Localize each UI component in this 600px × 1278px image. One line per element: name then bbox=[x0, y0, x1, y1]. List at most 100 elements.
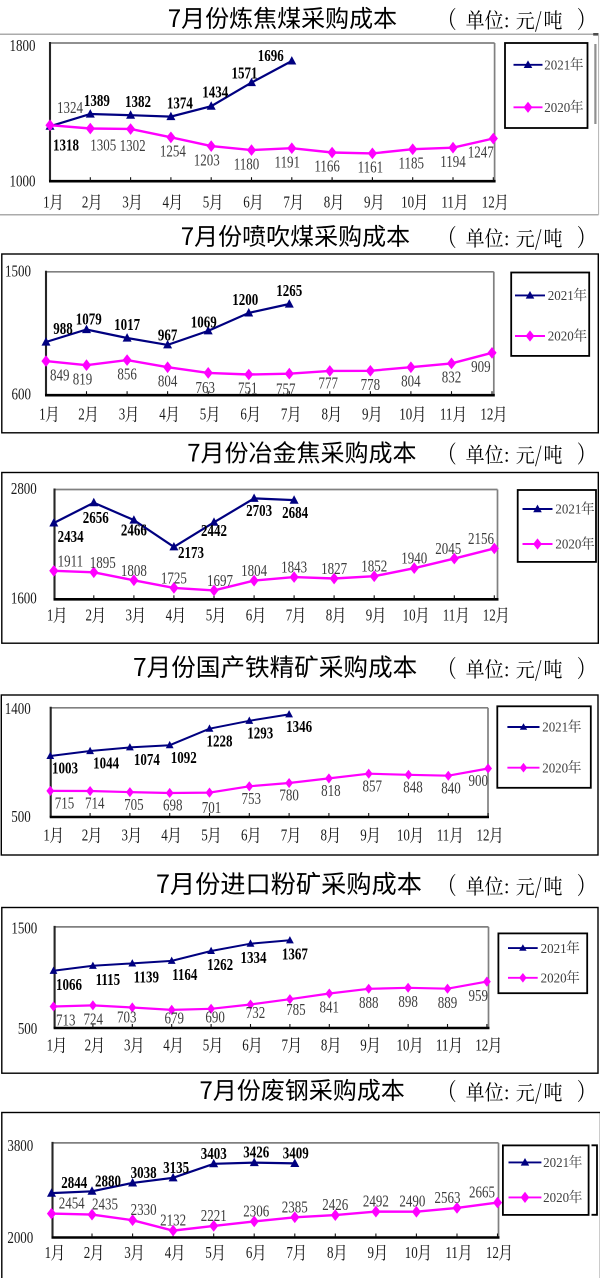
svg-text:2156: 2156 bbox=[468, 530, 494, 548]
svg-text:1166: 1166 bbox=[314, 158, 340, 176]
svg-text:1302: 1302 bbox=[120, 138, 146, 156]
svg-text:1400: 1400 bbox=[5, 700, 31, 718]
svg-text:8: 8 bbox=[321, 827, 327, 845]
svg-text:9: 9 bbox=[360, 1037, 366, 1055]
svg-text:11: 11 bbox=[445, 1245, 458, 1263]
svg-text:1434: 1434 bbox=[202, 84, 228, 102]
svg-text:832: 832 bbox=[442, 369, 461, 387]
svg-text:8: 8 bbox=[322, 406, 328, 424]
svg-text:3: 3 bbox=[122, 194, 128, 212]
svg-text:2563: 2563 bbox=[435, 1189, 461, 1207]
svg-text:3: 3 bbox=[126, 607, 132, 625]
svg-text:732: 732 bbox=[246, 1005, 265, 1023]
svg-text:2: 2 bbox=[78, 406, 84, 424]
svg-text:1262: 1262 bbox=[207, 957, 233, 975]
svg-text:9: 9 bbox=[364, 194, 370, 212]
svg-text:780: 780 bbox=[279, 787, 298, 805]
svg-text:819: 819 bbox=[73, 371, 92, 389]
svg-text:2: 2 bbox=[85, 1037, 91, 1055]
svg-text:1: 1 bbox=[47, 607, 53, 625]
svg-text:2: 2 bbox=[84, 1245, 90, 1263]
svg-text:9: 9 bbox=[362, 406, 368, 424]
svg-text:1843: 1843 bbox=[281, 559, 307, 577]
svg-text:3: 3 bbox=[124, 1245, 130, 1263]
svg-text:3: 3 bbox=[122, 827, 128, 845]
svg-text:898: 898 bbox=[398, 994, 417, 1012]
svg-text:3426: 3426 bbox=[243, 1144, 269, 1162]
svg-text:2021: 2021 bbox=[544, 57, 570, 72]
svg-text:7: 7 bbox=[282, 1037, 289, 1055]
svg-text:2454: 2454 bbox=[59, 1195, 85, 1213]
svg-text:2020: 2020 bbox=[555, 536, 581, 551]
svg-text:1044: 1044 bbox=[93, 755, 119, 773]
svg-text:5: 5 bbox=[201, 827, 207, 845]
svg-text:1185: 1185 bbox=[398, 155, 424, 173]
svg-text:7: 7 bbox=[286, 607, 293, 625]
svg-text:10: 10 bbox=[403, 607, 416, 625]
svg-text:1600: 1600 bbox=[11, 590, 37, 608]
svg-text:1191: 1191 bbox=[275, 154, 301, 172]
svg-text:5: 5 bbox=[206, 607, 212, 625]
svg-text:3403: 3403 bbox=[201, 1145, 227, 1163]
svg-text:818: 818 bbox=[321, 783, 340, 801]
svg-text:763: 763 bbox=[195, 380, 214, 398]
svg-text:2020: 2020 bbox=[548, 328, 574, 343]
svg-text:848: 848 bbox=[403, 779, 422, 797]
svg-text:1911: 1911 bbox=[58, 553, 84, 571]
svg-text:4: 4 bbox=[165, 1245, 172, 1263]
svg-text:1164: 1164 bbox=[172, 967, 198, 985]
svg-text:1: 1 bbox=[43, 194, 49, 212]
svg-text:1697: 1697 bbox=[207, 572, 233, 590]
svg-text:2020: 2020 bbox=[543, 1190, 569, 1205]
svg-text:11: 11 bbox=[443, 607, 456, 625]
svg-text:785: 785 bbox=[286, 1001, 305, 1019]
svg-text:10: 10 bbox=[397, 827, 410, 845]
svg-text:715: 715 bbox=[55, 795, 74, 813]
svg-text:1194: 1194 bbox=[440, 153, 466, 171]
svg-text:753: 753 bbox=[242, 791, 261, 809]
svg-text:7: 7 bbox=[283, 194, 290, 212]
svg-text:12: 12 bbox=[483, 607, 496, 625]
svg-text:8: 8 bbox=[321, 1037, 327, 1055]
svg-text:2021: 2021 bbox=[542, 719, 568, 734]
svg-text:2844: 2844 bbox=[61, 1175, 87, 1193]
svg-text:1139: 1139 bbox=[134, 969, 159, 987]
svg-text:857: 857 bbox=[362, 778, 382, 796]
svg-text:600: 600 bbox=[12, 386, 31, 404]
svg-text:1800: 1800 bbox=[10, 38, 36, 56]
svg-text:2880: 2880 bbox=[95, 1173, 121, 1191]
svg-text:900: 900 bbox=[469, 773, 488, 791]
svg-text:4: 4 bbox=[163, 1037, 170, 1055]
svg-text:2665: 2665 bbox=[469, 1184, 495, 1202]
svg-text:2703: 2703 bbox=[246, 503, 272, 521]
svg-text:3038: 3038 bbox=[131, 1164, 157, 1182]
svg-text:3800: 3800 bbox=[7, 1138, 33, 1156]
svg-text:3: 3 bbox=[124, 1037, 130, 1055]
svg-text:2: 2 bbox=[82, 194, 88, 212]
svg-text:703: 703 bbox=[117, 1009, 136, 1027]
svg-text:2490: 2490 bbox=[399, 1193, 425, 1211]
svg-text:2: 2 bbox=[86, 607, 92, 625]
svg-text:804: 804 bbox=[401, 373, 421, 391]
svg-text:2021: 2021 bbox=[543, 1155, 569, 1170]
svg-text:841: 841 bbox=[320, 999, 339, 1017]
svg-text:705: 705 bbox=[124, 796, 143, 814]
svg-text:1000: 1000 bbox=[10, 173, 36, 191]
svg-text:2426: 2426 bbox=[322, 1197, 348, 1215]
svg-text:2656: 2656 bbox=[83, 509, 109, 527]
svg-text:2435: 2435 bbox=[92, 1196, 118, 1214]
svg-text:1: 1 bbox=[43, 827, 49, 845]
svg-text:8: 8 bbox=[327, 1245, 333, 1263]
svg-text:4: 4 bbox=[163, 194, 170, 212]
svg-text:1228: 1228 bbox=[207, 733, 233, 751]
svg-text:2173: 2173 bbox=[178, 545, 204, 563]
svg-text:5: 5 bbox=[200, 406, 206, 424]
svg-text:2434: 2434 bbox=[58, 529, 84, 547]
svg-text:3: 3 bbox=[119, 406, 125, 424]
svg-text:11: 11 bbox=[440, 406, 453, 424]
svg-text:967: 967 bbox=[158, 327, 178, 345]
svg-text:12: 12 bbox=[486, 1245, 499, 1263]
svg-text:1940: 1940 bbox=[401, 550, 427, 568]
svg-text:2021: 2021 bbox=[548, 288, 574, 303]
svg-text:4: 4 bbox=[161, 827, 168, 845]
